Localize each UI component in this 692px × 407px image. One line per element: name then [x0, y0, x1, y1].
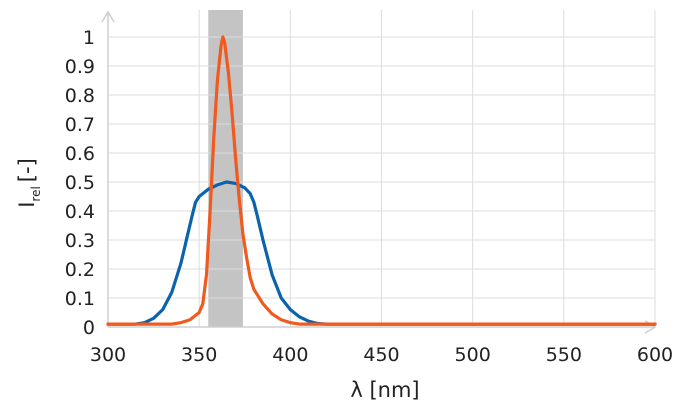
- series-line-1: [106, 180, 657, 326]
- y-axis-subscript: rel: [29, 186, 43, 201]
- x-tick-label: 400: [272, 344, 308, 366]
- y-tick-label: 0.3: [65, 230, 95, 252]
- y-tick-label: 0.1: [65, 288, 95, 310]
- x-tick-label: 500: [455, 344, 491, 366]
- y-axis-unit: [-]: [15, 158, 39, 182]
- x-tick-label: 600: [637, 344, 673, 366]
- y-tick-label: 0.2: [65, 259, 95, 281]
- x-axis-label: λ [nm]: [350, 378, 419, 402]
- x-tick-label: 300: [90, 344, 126, 366]
- y-tick-label: 1: [83, 27, 95, 49]
- x-tick-label: 550: [546, 344, 582, 366]
- y-tick-label: 0.4: [65, 201, 95, 223]
- grid: [108, 10, 656, 327]
- x-tick-label: 450: [363, 344, 399, 366]
- series-layer: [106, 35, 657, 326]
- y-tick-label: 0.6: [65, 143, 95, 165]
- y-tick-label: 0.5: [65, 172, 95, 194]
- y-axis-arrow: [101, 10, 115, 23]
- x-tick-label: 350: [181, 344, 217, 366]
- y-tick-label: 0.7: [65, 114, 95, 136]
- y-axis-symbol: I: [15, 202, 39, 208]
- y-tick-label: 0: [83, 317, 95, 339]
- y-axis-label: Irel [-]: [15, 158, 43, 208]
- axes: [101, 10, 657, 334]
- y-tick-label: 0.9: [65, 56, 95, 78]
- series-line-2: [106, 35, 657, 326]
- tick-labels: 300 350 400 450 500 550 600 0 0.1 0.2 0.3 0.4 0.5 0.6…: [65, 27, 673, 366]
- y-tick-label: 0.8: [65, 85, 95, 107]
